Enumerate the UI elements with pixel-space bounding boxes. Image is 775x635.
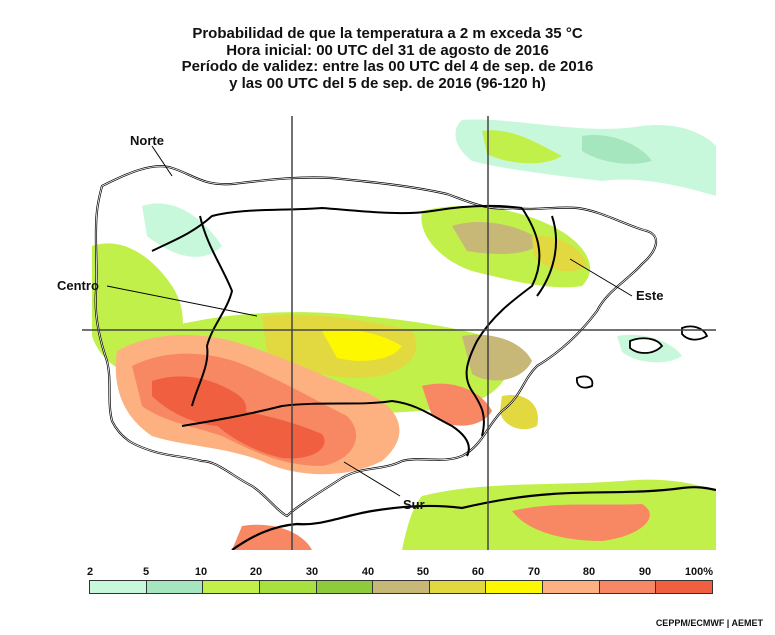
legend-tick: 5 <box>142 566 150 578</box>
legend-tick: 60 <box>471 566 485 578</box>
legend-tick: 80 <box>582 566 596 578</box>
legend-tick: 70 <box>527 566 541 578</box>
region-label-norte: Norte <box>130 133 164 148</box>
legend-swatch <box>90 581 147 593</box>
region-borders <box>151 204 558 457</box>
legend-swatch <box>146 581 204 593</box>
credit-text: CEPPM/ECMWF | AEMET <box>655 618 763 628</box>
legend-tick: 20 <box>249 566 263 578</box>
map-canvas <box>82 116 716 550</box>
title-line-3: Período de validez: entre las 00 UTC del… <box>181 58 594 75</box>
map-title: Probabilidad de que la temperatura a 2 m… <box>0 25 775 92</box>
legend-tick: 90 <box>638 566 652 578</box>
region-label-sur: Sur <box>403 497 425 512</box>
title-line-2: Hora inicial: 00 UTC del 31 de agosto de… <box>226 41 549 59</box>
legend-swatch <box>599 581 657 593</box>
title-line-4: y las 00 UTC del 5 de sep. de 2016 (96-1… <box>229 74 546 92</box>
legend-swatch <box>656 581 713 593</box>
africa-coastline <box>231 486 716 550</box>
legend-tick: 10 <box>194 566 208 578</box>
legend-ticks: 2 5 10 20 30 40 50 60 70 80 90 100% <box>0 566 775 580</box>
legend-swatch <box>486 581 544 593</box>
legend-tick: 50 <box>416 566 430 578</box>
legend-swatch <box>373 581 430 593</box>
label-leaders <box>106 145 633 497</box>
legend-swatch <box>259 581 317 593</box>
region-label-este: Este <box>636 288 664 303</box>
legend-tick: 100% <box>684 566 714 578</box>
legend-tick: 2 <box>86 566 94 578</box>
legend-swatch <box>429 581 487 593</box>
legend-swatch <box>203 581 260 593</box>
legend-swatch <box>316 581 374 593</box>
legend-tick: 30 <box>305 566 319 578</box>
legend-tick: 40 <box>361 566 375 578</box>
graticule <box>82 116 716 550</box>
color-legend <box>89 580 713 594</box>
probability-map <box>82 116 716 550</box>
legend-swatch <box>543 581 600 593</box>
probability-field <box>92 119 716 550</box>
region-label-centro: Centro <box>57 278 99 293</box>
title-line-1: Probabilidad de que la temperatura a 2 m… <box>192 25 583 42</box>
